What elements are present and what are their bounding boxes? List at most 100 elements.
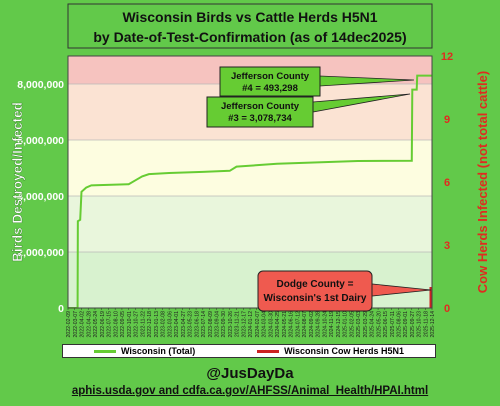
legend-entry-cow-herds: Wisconsin Cow Herds H5N1: [257, 346, 404, 356]
y-axis-left-label: Birds Destroyed/Infected: [10, 102, 25, 262]
y-axis-right: 0 3 6 9 12: [441, 51, 453, 315]
x-tick-label: 2025-03-29: [363, 311, 369, 338]
x-tick-label: 2022-03-07: [73, 311, 79, 338]
chart-title-line2: by Date-of-Test-Confirmation (as of 14de…: [93, 29, 406, 45]
x-tick-label: 2022-12-18: [147, 311, 153, 338]
annotation-box: [206, 96, 314, 128]
title-box: [67, 3, 433, 49]
x-tick-label: 2022-11-22: [140, 311, 146, 337]
annotation-text-line2: #3 = 3,078,734: [228, 113, 292, 124]
x-tick-label: 2022-06-19: [100, 311, 106, 338]
x-tick-label: 2025-11-18: [423, 311, 429, 337]
legend-swatch-red: [257, 349, 280, 353]
x-tick-label: 2025-09-01: [403, 311, 409, 338]
x-tick-label: 2024-07-12: [295, 311, 301, 338]
x-tick-label: 2022-08-10: [113, 311, 119, 338]
x-tick-label: 2025-09-27: [410, 311, 416, 338]
x-tick-label: 2025-03-03: [356, 311, 362, 338]
x-tick-label: 2023-06-18: [194, 311, 200, 338]
y-right-tick-label: 3: [444, 240, 450, 252]
y-axis-right-label: Cow Herds Infected (not total cattle): [475, 71, 490, 293]
x-tick-label: 2023-11-21: [235, 311, 241, 337]
x-tick-label: 2022-04-28: [86, 311, 92, 338]
annotation-text-line2: Wisconsin's 1st Dairy: [264, 293, 367, 304]
x-tick-label: 2025-07-11: [390, 311, 396, 337]
annotation-jefferson-county-4: Jefferson County #4 = 493,298: [219, 66, 415, 97]
annotation-dodge-county: Dodge County = Wisconsin's 1st Dairy: [257, 270, 432, 312]
x-tick-label: 2024-05-21: [282, 311, 288, 338]
annotation-text-line1: Dodge County =: [277, 279, 354, 290]
x-tick-label: 2025-05-20: [376, 311, 382, 338]
x-tick-label: 2022-09-05: [120, 311, 126, 338]
annotation-box: [257, 270, 373, 312]
legend-swatch-green: [93, 349, 116, 353]
author-handle: @JusDayDa: [206, 365, 294, 382]
y-axis-left: 0 2,000,000 4,000,000 6,000,000 8,000,000: [17, 79, 64, 315]
x-tick-label: 2022-10-27: [134, 311, 140, 338]
x-tick-label: 2025-06-15: [383, 311, 389, 338]
chart-title-line1: Wisconsin Birds vs Cattle Herds H5N1: [122, 9, 377, 25]
x-tick-label: 2023-04-27: [181, 311, 187, 338]
x-tick-label: 2024-09-02: [309, 311, 315, 338]
x-tick-label: 2024-01-12: [248, 311, 254, 338]
y-left-tick-label: 4,000,000: [17, 191, 64, 203]
y-right-tick-label: 0: [444, 303, 450, 315]
x-tick-label: 2023-10-26: [228, 311, 234, 338]
y-left-tick-label: 8,000,000: [17, 79, 64, 91]
x-tick-label: 2022-10-01: [127, 311, 133, 338]
sources-link[interactable]: aphis.usda.gov and cdfa.ca.gov/AHFSS/Ani…: [71, 385, 429, 397]
annotation-text-line1: Jefferson County: [231, 71, 310, 82]
series-wisconsin-total-line: [68, 74, 432, 309]
x-tick-label: 2025-04-24: [370, 311, 376, 338]
y-right-tick-label: 12: [441, 51, 453, 63]
x-tick-label: 2023-01-13: [154, 311, 160, 338]
legend-label: Wisconsin (Total): [120, 346, 196, 356]
annotation-box: [219, 66, 321, 97]
x-tick-label: 2024-11-19: [329, 311, 335, 337]
series-cow-herds-bar: [429, 287, 432, 308]
x-tick-label: 2022-02-09: [66, 311, 72, 338]
legend: Wisconsin (Total) Wisconsin Cow Herds H5…: [62, 344, 436, 358]
y-right-tick-label: 9: [444, 114, 450, 126]
x-tick-label: 2024-09-28: [316, 311, 322, 338]
x-tick-label: 2025-10-23: [417, 311, 423, 338]
x-tick-label: 2025-08-06: [396, 311, 402, 338]
x-tick-label: 2025-02-05: [349, 311, 355, 338]
background-bands: [68, 56, 432, 308]
x-tick-label: 2024-04-25: [275, 311, 281, 338]
background-band: [68, 140, 432, 196]
legend-label: Wisconsin Cow Herds H5N1: [284, 346, 405, 356]
series-layer: [68, 74, 432, 309]
x-tick-label: 2024-03-30: [268, 311, 274, 338]
x-tick-label: 2023-09-04: [214, 311, 220, 338]
y-left-tick-label: 6,000,000: [17, 135, 64, 147]
legend-entry-wisconsin-total: Wisconsin (Total): [93, 346, 196, 356]
annotation-jefferson-county-3: Jefferson County #3 = 3,078,734: [206, 93, 411, 128]
x-tick-label: 2024-06-16: [289, 311, 295, 338]
footer: @JusDayDa aphis.usda.gov and cdfa.ca.gov…: [0, 358, 500, 406]
x-tick-label: 2022-05-24: [93, 311, 99, 338]
x-tick-label: 2025-12-14: [430, 311, 436, 338]
x-tick-label: 2022-07-15: [107, 311, 113, 338]
x-tick-label: 2023-03-06: [167, 311, 173, 338]
x-tick-label: 2023-02-08: [161, 311, 167, 338]
x-tick-label: 2023-05-23: [188, 311, 194, 338]
x-tick-label: 2023-08-09: [208, 311, 214, 338]
x-tick-label: 2023-04-01: [174, 311, 180, 338]
background-band: [68, 196, 432, 252]
x-tick-label: 2024-03-04: [262, 311, 268, 338]
x-tick-label: 2024-12-15: [336, 311, 342, 338]
x-tick-label: 2023-09-30: [221, 311, 227, 338]
x-tick-label: 2025-01-10: [343, 311, 349, 338]
y-right-tick-label: 6: [444, 177, 450, 189]
background-band: [68, 252, 432, 308]
x-tick-label: 2022-04-02: [80, 311, 86, 338]
x-tick-label: 2024-02-07: [255, 311, 261, 338]
x-axis: 2022-02-09 2022-03-07 2022-04-02 2022-04-28…: [66, 308, 436, 338]
annotation-text-line1: Jefferson County: [221, 101, 300, 112]
chart-canvas: Wisconsin Birds vs Cattle Herds H5N1 by …: [10, 3, 490, 338]
x-tick-label: 2023-07-14: [201, 311, 207, 338]
x-tick-label: 2024-10-24: [322, 311, 328, 338]
y-left-tick-label: 2,000,000: [17, 247, 64, 259]
